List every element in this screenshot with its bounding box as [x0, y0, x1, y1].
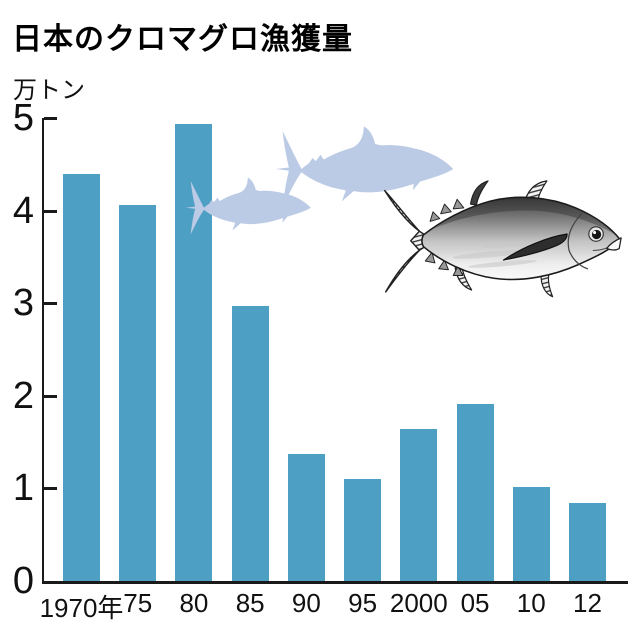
tuna-eye-pupil: [591, 229, 602, 240]
y-axis-label-1: 1: [12, 467, 34, 510]
tuna-gill-cover: [567, 213, 588, 270]
tuna-back-shading: [434, 197, 615, 235]
tuna-pelvic-fin: [540, 273, 554, 298]
x-axis-label-85: 85: [235, 588, 265, 618]
y-axis-label-2: 2: [12, 374, 34, 417]
bar-1970年: [63, 174, 100, 581]
tuna-eye-glint: [593, 231, 597, 235]
bar-05: [456, 404, 494, 581]
tuna-body: [421, 196, 621, 281]
tuna-pectoral-fin: [502, 233, 568, 261]
x-axis-label-05: 05: [460, 588, 490, 618]
x-axis-label-2000: 2000: [389, 588, 448, 618]
y-axis-label-3: 3: [12, 282, 34, 325]
y-axis-label-5: 5: [12, 97, 34, 139]
tuna-tail-fin: [383, 189, 427, 293]
tuna-eye-ring: [588, 226, 604, 242]
y-axis-label-4: 4: [12, 189, 34, 232]
bar-80: [175, 123, 213, 581]
bar-85: [231, 305, 269, 581]
y-axis-tick-2: [44, 394, 57, 398]
bar-95: [344, 479, 382, 581]
tuna-silhouette-large: [275, 126, 454, 207]
y-axis-tick-1: [44, 487, 57, 491]
x-axis-label-80: 80: [179, 588, 209, 618]
tuna-anal-fin: [454, 266, 473, 291]
x-axis-label-1970年: 1970年: [39, 593, 124, 623]
tuna-dorsal-fin: [523, 180, 548, 208]
y-axis-tick-3: [44, 302, 57, 306]
bar-75: [119, 205, 157, 581]
chart-title: 日本のクロマグロ漁獲量: [12, 23, 353, 56]
y-axis-label-0: 0: [12, 560, 34, 602]
x-axis-label-90: 90: [291, 588, 321, 618]
tuna-bottom-finlets: [424, 251, 464, 276]
tuna-belly-streaks: [452, 241, 541, 268]
y-axis-unit-label: 万トン: [13, 77, 85, 104]
x-axis-label-12: 12: [573, 588, 602, 618]
x-axis-baseline: [42, 581, 628, 584]
bluefin-tuna-illustration: [383, 180, 622, 298]
bar-12: [568, 503, 606, 581]
x-axis-label-75: 75: [123, 588, 153, 618]
tuna-second-dorsal-fin: [469, 180, 489, 206]
y-axis-tick-4: [44, 209, 57, 213]
tuna-cheek-line: [592, 242, 616, 251]
y-axis-tick-5: [44, 117, 57, 120]
bar-10: [512, 486, 550, 581]
bar-90: [287, 454, 325, 581]
tuna-mouth: [606, 237, 622, 251]
tuna-top-finlets: [429, 198, 465, 222]
x-axis-label-10: 10: [516, 588, 546, 618]
bar-2000: [400, 429, 438, 581]
x-axis-label-95: 95: [348, 588, 378, 618]
y-axis-line: [42, 118, 44, 583]
